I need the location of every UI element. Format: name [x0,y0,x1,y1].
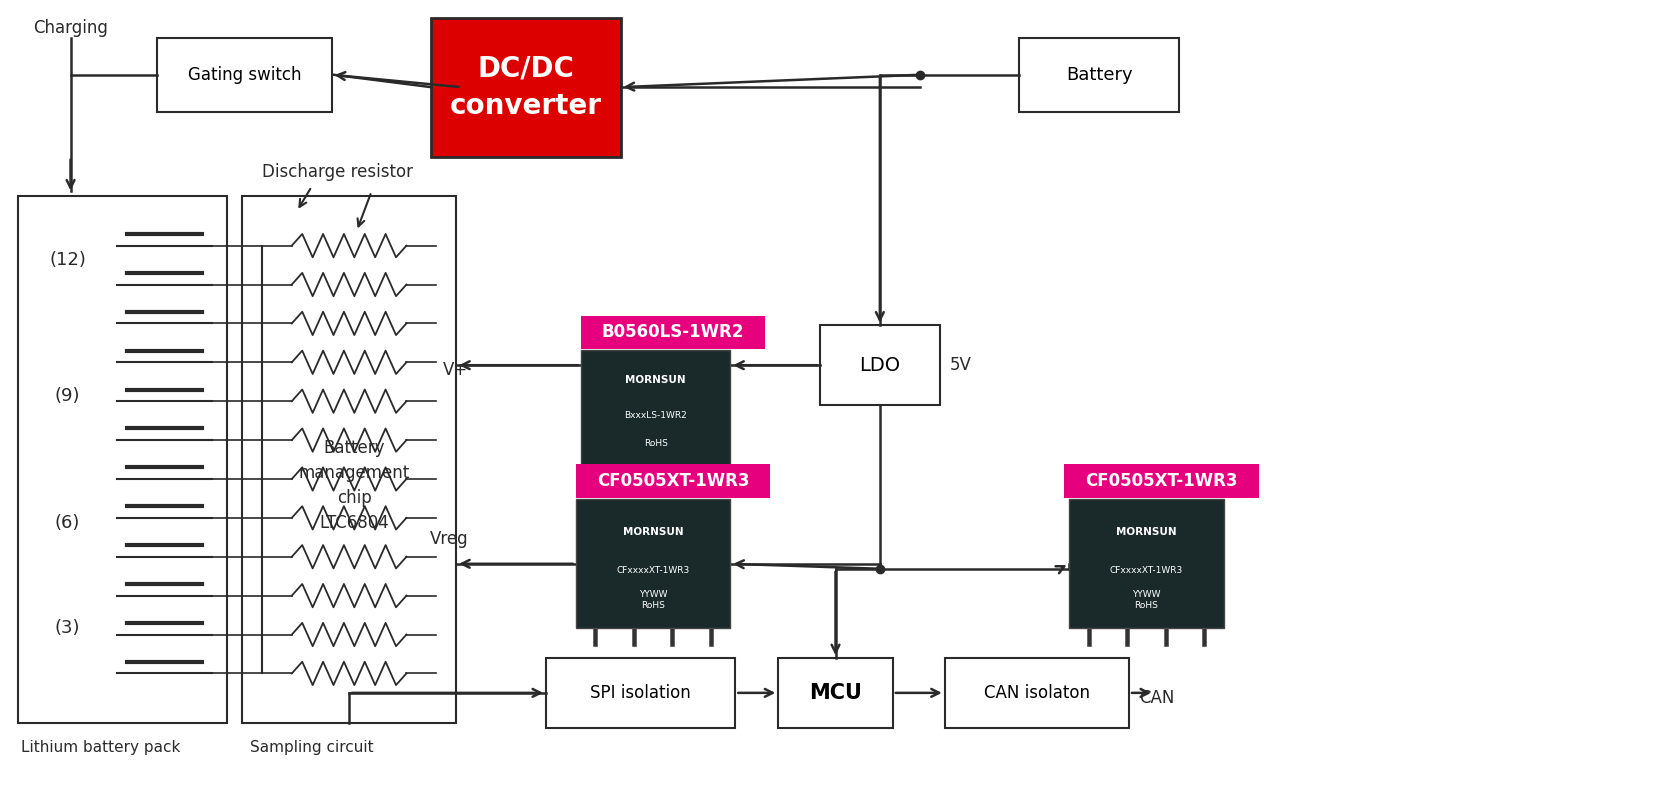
Bar [242,196,456,722]
Text: CAN isolaton: CAN isolaton [983,684,1089,702]
Text: CF0505XT-1WR3: CF0505XT-1WR3 [597,472,750,490]
Text: Vreg: Vreg [430,530,468,548]
Bar [545,658,735,728]
Text: DC/DC
converter: DC/DC converter [450,55,602,119]
Text: 5V: 5V [950,356,972,374]
Text: Discharge resistor: Discharge resistor [262,163,413,181]
Text: CAN: CAN [1139,689,1175,707]
Text: Sampling circuit: Sampling circuit [250,740,374,755]
Text: BxxxLS-1WR2: BxxxLS-1WR2 [624,411,686,421]
Bar [634,469,639,487]
Text: SPI isolation: SPI isolation [591,684,691,702]
Text: Charging: Charging [32,19,107,37]
Text: LDO: LDO [859,356,901,375]
Text: (12): (12) [49,251,86,269]
Bar [581,315,765,349]
Bar [671,628,675,646]
Text: MORNSUN: MORNSUN [623,527,683,537]
Bar [1069,499,1223,628]
Bar [576,499,730,628]
Bar [779,658,893,728]
Bar [1064,465,1258,498]
Text: RoHS: RoHS [644,439,668,448]
Bar [945,658,1129,728]
Bar [597,469,601,487]
Text: B0560LS-1WR2: B0560LS-1WR2 [602,323,745,341]
Bar [581,351,730,469]
Text: CFxxxxXT-1WR3: CFxxxxXT-1WR3 [616,566,690,575]
Text: MCU: MCU [809,683,862,703]
Text: (9): (9) [55,387,81,406]
Bar [1165,628,1168,646]
Text: Gating switch: Gating switch [188,66,302,84]
Text: Lithium battery pack: Lithium battery pack [20,740,180,755]
Bar [673,469,676,487]
Text: V+: V+ [443,361,468,379]
Text: Battery
management
chip
LTC6804: Battery management chip LTC6804 [299,439,409,532]
Bar [431,17,621,156]
Bar [594,628,597,646]
Bar [158,38,332,112]
Text: (6): (6) [55,514,81,531]
Bar [821,325,940,405]
Text: YYWW
RoHS: YYWW RoHS [639,590,668,610]
Text: YYWW
RoHS: YYWW RoHS [1133,590,1161,610]
Bar [1087,628,1091,646]
Bar [633,628,636,646]
Text: CF0505XT-1WR3: CF0505XT-1WR3 [1086,472,1238,490]
Text: MORNSUN: MORNSUN [1116,527,1176,537]
Bar [18,196,227,722]
Text: (3): (3) [55,619,81,637]
Bar [710,628,713,646]
Text: CFxxxxXT-1WR3: CFxxxxXT-1WR3 [1109,566,1183,575]
Bar [1126,628,1129,646]
Bar [710,469,713,487]
Bar [1020,38,1180,112]
Bar [1203,628,1206,646]
Bar [576,465,770,498]
Text: MORNSUN: MORNSUN [626,375,686,385]
Text: Battery: Battery [1066,66,1133,84]
